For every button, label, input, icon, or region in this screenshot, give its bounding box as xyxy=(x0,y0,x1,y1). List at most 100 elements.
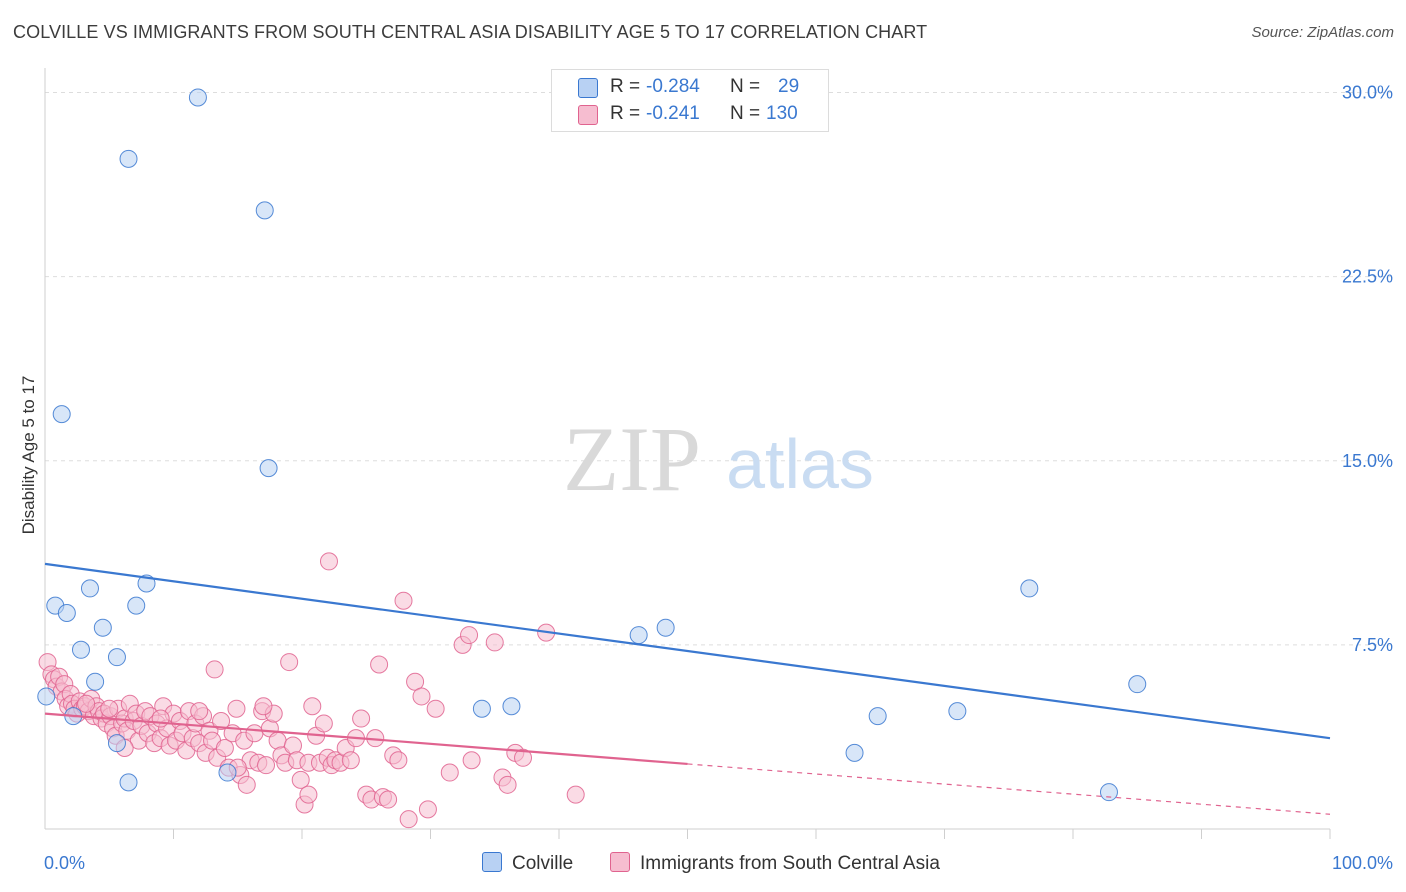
point-colville[interactable] xyxy=(86,672,105,691)
trend-line-immigrants-extension xyxy=(687,763,1331,815)
point-colville[interactable] xyxy=(127,596,146,615)
point-immigrants[interactable] xyxy=(399,810,418,829)
point-colville[interactable] xyxy=(259,459,278,478)
x-tick-label-min: 0.0% xyxy=(44,853,85,873)
point-immigrants[interactable] xyxy=(100,699,119,718)
y-tick-label: 7.5% xyxy=(1352,635,1393,655)
point-immigrants[interactable] xyxy=(205,660,224,679)
point-colville[interactable] xyxy=(52,405,71,424)
point-immigrants[interactable] xyxy=(280,653,299,672)
point-immigrants[interactable] xyxy=(485,633,504,652)
point-colville[interactable] xyxy=(629,626,648,645)
legend-n-label: N = xyxy=(730,103,761,124)
legend-n-value: 130 xyxy=(766,103,798,124)
point-immigrants[interactable] xyxy=(77,694,96,713)
point-immigrants[interactable] xyxy=(394,591,413,610)
legend-r-label: R = xyxy=(610,103,641,124)
point-immigrants[interactable] xyxy=(412,687,431,706)
point-immigrants[interactable] xyxy=(426,699,445,718)
grid-lines xyxy=(45,92,1392,646)
point-colville[interactable] xyxy=(502,697,521,716)
point-immigrants[interactable] xyxy=(566,785,585,804)
point-immigrants[interactable] xyxy=(498,775,517,794)
point-colville[interactable] xyxy=(107,648,126,667)
point-immigrants[interactable] xyxy=(284,736,303,755)
point-immigrants[interactable] xyxy=(212,711,231,730)
watermark-atlas: atlas xyxy=(726,425,874,503)
point-immigrants[interactable] xyxy=(460,626,479,645)
point-colville[interactable] xyxy=(57,603,76,622)
legend-row-immigrants: R = -0.241 N = 130 xyxy=(552,101,828,127)
chart-title: COLVILLE VS IMMIGRANTS FROM SOUTH CENTRA… xyxy=(13,22,928,42)
immigrants-swatch xyxy=(610,852,630,872)
point-immigrants[interactable] xyxy=(379,790,398,809)
point-immigrants[interactable] xyxy=(319,552,338,571)
point-immigrants[interactable] xyxy=(514,748,533,767)
point-immigrants[interactable] xyxy=(245,724,264,743)
point-colville[interactable] xyxy=(845,743,864,762)
point-colville[interactable] xyxy=(71,640,90,659)
point-immigrants[interactable] xyxy=(151,709,170,728)
point-immigrants[interactable] xyxy=(370,655,389,674)
legend-label-immigrants: Immigrants from South Central Asia xyxy=(640,853,940,874)
point-immigrants[interactable] xyxy=(215,738,234,757)
point-immigrants[interactable] xyxy=(299,785,318,804)
watermark: ZIP atlas xyxy=(563,408,874,510)
trend-line-immigrants xyxy=(44,712,688,766)
trend-lines xyxy=(44,562,1331,815)
point-colville[interactable] xyxy=(472,699,491,718)
point-colville[interactable] xyxy=(80,579,99,598)
point-colville[interactable] xyxy=(1099,783,1118,802)
watermark-zip: ZIP xyxy=(563,408,701,510)
x-tick-label-max: 100.0% xyxy=(1332,853,1393,873)
point-colville[interactable] xyxy=(656,618,675,637)
point-colville[interactable] xyxy=(1128,675,1147,694)
point-immigrants[interactable] xyxy=(352,709,371,728)
point-immigrants[interactable] xyxy=(314,714,333,733)
series-immigrants-points xyxy=(38,552,585,829)
point-immigrants[interactable] xyxy=(418,800,437,819)
legend-row-colville: R = -0.284 N = 29 xyxy=(552,74,828,100)
point-colville[interactable] xyxy=(218,763,237,782)
immigrants-swatch xyxy=(578,105,598,125)
y-axis-tick-labels: 7.5% 15.0% 22.5% 30.0% xyxy=(1342,83,1393,655)
point-colville[interactable] xyxy=(93,618,112,637)
point-immigrants[interactable] xyxy=(303,697,322,716)
point-colville[interactable] xyxy=(948,702,967,721)
legend-n-value: 29 xyxy=(778,76,800,97)
point-immigrants[interactable] xyxy=(254,697,273,716)
legend-r-value: -0.284 xyxy=(646,76,700,97)
y-tick-label: 15.0% xyxy=(1342,451,1393,471)
point-colville[interactable] xyxy=(37,687,56,706)
point-colville[interactable] xyxy=(868,707,887,726)
legend-item-colville[interactable]: Colville xyxy=(482,852,573,876)
source-credit[interactable]: Source: ZipAtlas.com xyxy=(1251,24,1394,41)
point-immigrants[interactable] xyxy=(291,770,310,789)
point-immigrants[interactable] xyxy=(440,763,459,782)
point-colville[interactable] xyxy=(188,88,207,107)
point-immigrants[interactable] xyxy=(462,751,481,770)
point-colville[interactable] xyxy=(255,201,274,220)
legend-item-immigrants[interactable]: Immigrants from South Central Asia xyxy=(610,852,940,876)
series-colville-points xyxy=(37,88,1147,802)
y-axis-title: Disability Age 5 to 17 xyxy=(19,376,38,535)
point-immigrants[interactable] xyxy=(257,756,276,775)
point-colville[interactable] xyxy=(119,773,138,792)
point-immigrants[interactable] xyxy=(237,775,256,794)
colville-swatch xyxy=(482,852,502,872)
point-colville[interactable] xyxy=(107,734,126,753)
point-immigrants[interactable] xyxy=(190,702,209,721)
legend-label-colville: Colville xyxy=(512,853,574,874)
point-colville[interactable] xyxy=(1020,579,1039,598)
legend-r-label: R = xyxy=(610,76,641,97)
point-immigrants[interactable] xyxy=(389,751,408,770)
trend-line-colville xyxy=(44,562,1331,740)
point-immigrants[interactable] xyxy=(227,699,246,718)
x-axis-ticks xyxy=(173,829,1331,839)
point-immigrants[interactable] xyxy=(268,731,287,750)
colville-swatch xyxy=(578,78,598,98)
y-tick-label: 22.5% xyxy=(1342,267,1393,287)
point-immigrants[interactable] xyxy=(341,751,360,770)
point-colville[interactable] xyxy=(119,149,138,168)
